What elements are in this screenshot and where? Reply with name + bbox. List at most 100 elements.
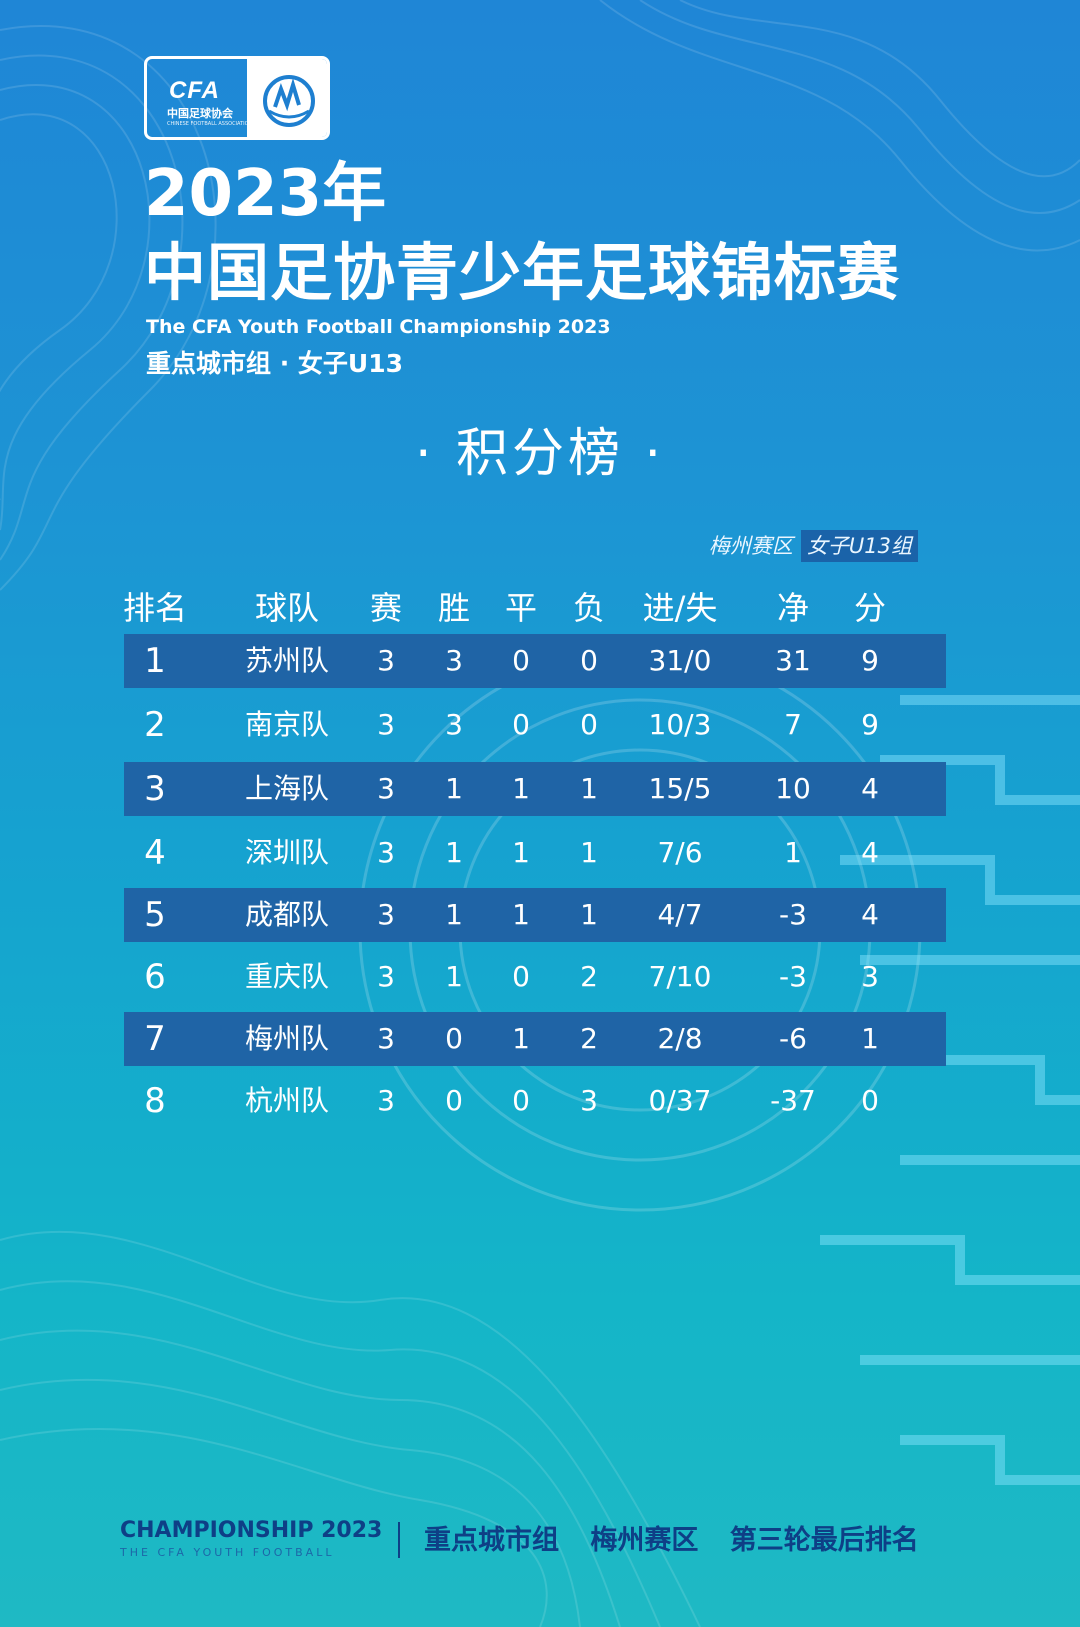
col-header-team: 球队 <box>254 589 320 627</box>
row-lost: 0 <box>580 708 598 741</box>
row-points: 4 <box>861 836 879 869</box>
col-header-gd: 净 <box>776 589 810 627</box>
row-points: 0 <box>861 1084 879 1117</box>
col-header-goals: 进/失 <box>642 589 718 627</box>
row-won: 0 <box>445 1022 463 1055</box>
cfa-logo-text: CFA <box>169 77 220 104</box>
row-team: 成都队 <box>244 898 330 931</box>
title-english: The CFA Youth Football Championship 2023 <box>146 316 611 338</box>
row-won: 1 <box>445 772 463 805</box>
row-team: 南京队 <box>244 708 330 741</box>
table-row: 7 梅州队 3 0 1 2 2/8 -6 1 <box>124 1012 946 1066</box>
row-won: 1 <box>445 898 463 931</box>
row-points: 9 <box>861 708 879 741</box>
row-lost: 1 <box>580 898 598 931</box>
cfa-logo: CFA 中国足球协会 CHINESE FOOTBALL ASSOCIATION <box>144 56 330 140</box>
zone-group-badge: 女子U13组 <box>800 530 918 562</box>
row-gd: 7 <box>784 708 802 741</box>
row-rank: 8 <box>144 1081 166 1121</box>
row-goals: 15/5 <box>648 772 712 805</box>
row-gd: -37 <box>770 1084 816 1117</box>
page-title: 中国足协青少年足球锦标赛 <box>144 236 901 309</box>
row-team: 梅州队 <box>244 1022 330 1055</box>
row-drawn: 0 <box>512 960 530 993</box>
row-drawn: 1 <box>512 1022 530 1055</box>
cfa-logo-subtext: 中国足球协会 <box>167 107 233 120</box>
row-won: 3 <box>445 644 463 677</box>
table-row: 3 上海队 3 1 1 1 15/5 10 4 <box>124 762 946 816</box>
row-team: 深圳队 <box>244 836 330 869</box>
row-rank: 7 <box>144 1019 166 1059</box>
row-rank: 5 <box>144 895 166 935</box>
row-played: 3 <box>377 898 395 931</box>
col-header-played: 赛 <box>369 589 403 627</box>
row-team: 苏州队 <box>244 644 330 677</box>
cfa-logo-english: CHINESE FOOTBALL ASSOCIATION <box>167 121 253 127</box>
row-drawn: 0 <box>512 708 530 741</box>
zone-tag: 梅州赛区 女子U13组 <box>709 530 918 562</box>
row-points: 4 <box>861 772 879 805</box>
row-rank: 1 <box>144 641 166 681</box>
row-gd: -6 <box>779 1022 807 1055</box>
row-played: 3 <box>377 1084 395 1117</box>
table-row: 2 南京队 3 3 0 0 10/3 7 9 <box>124 698 946 752</box>
title-year: 2023年 <box>144 157 387 231</box>
row-team: 杭州队 <box>244 1084 330 1117</box>
row-won: 3 <box>445 708 463 741</box>
footer: CHAMPIONSHIP 2023 THE CFA YOUTH FOOTBALL… <box>0 1518 1080 1578</box>
row-goals: 10/3 <box>648 708 712 741</box>
row-gd: -3 <box>779 960 807 993</box>
col-header-won: 胜 <box>437 589 471 627</box>
row-won: 0 <box>445 1084 463 1117</box>
row-lost: 0 <box>580 644 598 677</box>
row-drawn: 0 <box>512 644 530 677</box>
row-gd: 31 <box>775 644 811 677</box>
row-won: 1 <box>445 836 463 869</box>
title-group: 重点城市组 · 女子U13 <box>146 349 403 378</box>
row-lost: 1 <box>580 772 598 805</box>
row-lost: 3 <box>580 1084 598 1117</box>
table-row: 5 成都队 3 1 1 1 4/7 -3 4 <box>124 888 946 942</box>
row-rank: 4 <box>144 833 166 873</box>
row-goals: 7/10 <box>648 960 712 993</box>
row-rank: 6 <box>144 957 166 997</box>
col-header-points: 分 <box>853 589 887 627</box>
row-rank: 2 <box>144 705 166 745</box>
row-played: 3 <box>377 1022 395 1055</box>
row-played: 3 <box>377 708 395 741</box>
table-row: 1 苏州队 3 3 0 0 31/0 31 9 <box>124 634 946 688</box>
standings-title: · 积分榜 · <box>414 424 666 484</box>
footer-divider <box>398 1522 400 1558</box>
row-lost: 2 <box>580 960 598 993</box>
table-row: 4 深圳队 3 1 1 1 7/6 1 4 <box>124 826 946 880</box>
row-played: 3 <box>377 644 395 677</box>
row-gd: 1 <box>784 836 802 869</box>
row-points: 4 <box>861 898 879 931</box>
row-drawn: 1 <box>512 772 530 805</box>
row-points: 9 <box>861 644 879 677</box>
zone-label: 梅州赛区 <box>708 534 793 558</box>
footer-championship-sub: THE CFA YOUTH FOOTBALL <box>120 1546 335 1559</box>
row-team: 重庆队 <box>244 960 330 993</box>
row-played: 3 <box>377 772 395 805</box>
col-header-drawn: 平 <box>504 589 538 627</box>
row-gd: -3 <box>779 898 807 931</box>
col-header-lost: 负 <box>572 589 606 627</box>
row-goals: 4/7 <box>657 898 703 931</box>
row-drawn: 1 <box>512 898 530 931</box>
row-rank: 3 <box>144 769 166 809</box>
row-goals: 2/8 <box>657 1022 703 1055</box>
row-lost: 1 <box>580 836 598 869</box>
row-played: 3 <box>377 836 395 869</box>
col-header-rank: 排名 <box>122 589 188 627</box>
row-drawn: 0 <box>512 1084 530 1117</box>
row-won: 1 <box>445 960 463 993</box>
row-points: 1 <box>861 1022 879 1055</box>
table-row: 6 重庆队 3 1 0 2 7/10 -3 3 <box>124 950 946 1004</box>
row-points: 3 <box>861 960 879 993</box>
table-row: 8 杭州队 3 0 0 3 0/37 -37 0 <box>124 1074 946 1128</box>
row-lost: 2 <box>580 1022 598 1055</box>
row-team: 上海队 <box>244 772 330 805</box>
row-gd: 10 <box>775 772 811 805</box>
